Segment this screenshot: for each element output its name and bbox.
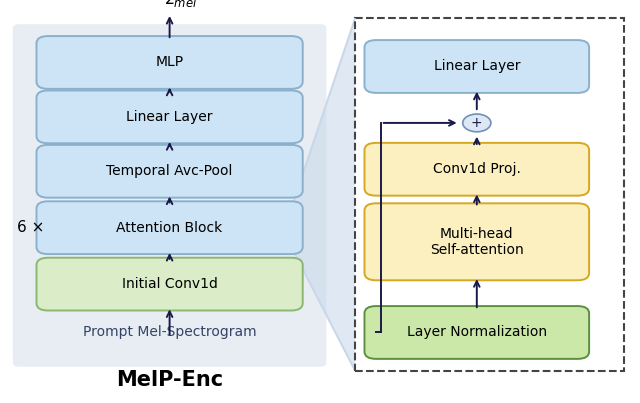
FancyBboxPatch shape [36,145,303,198]
FancyBboxPatch shape [365,203,589,280]
Text: Temporal Avc-Pool: Temporal Avc-Pool [106,164,233,178]
Circle shape [463,114,491,132]
FancyBboxPatch shape [365,40,589,93]
Text: MLP: MLP [156,56,184,69]
FancyBboxPatch shape [365,143,589,196]
Text: Linear Layer: Linear Layer [126,110,213,124]
FancyBboxPatch shape [36,91,303,143]
FancyBboxPatch shape [355,18,624,371]
Polygon shape [291,18,355,371]
Text: Initial Conv1d: Initial Conv1d [122,277,218,291]
Text: Attention Block: Attention Block [116,221,223,235]
Text: Prompt Mel-Spectrogram: Prompt Mel-Spectrogram [83,326,257,339]
Text: +: + [471,116,483,130]
Text: Conv1d Proj.: Conv1d Proj. [433,162,521,176]
Text: Linear Layer: Linear Layer [433,60,520,73]
FancyBboxPatch shape [365,306,589,359]
Text: MelP-Enc: MelP-Enc [116,370,223,390]
Text: $z_{mel}$: $z_{mel}$ [165,0,197,9]
Text: 6 ×: 6 × [17,220,44,235]
FancyBboxPatch shape [36,202,303,254]
FancyBboxPatch shape [36,258,303,310]
FancyBboxPatch shape [13,24,326,367]
Text: Layer Normalization: Layer Normalization [407,326,547,339]
Text: Multi-head
Self-attention: Multi-head Self-attention [430,227,524,257]
FancyBboxPatch shape [36,36,303,89]
